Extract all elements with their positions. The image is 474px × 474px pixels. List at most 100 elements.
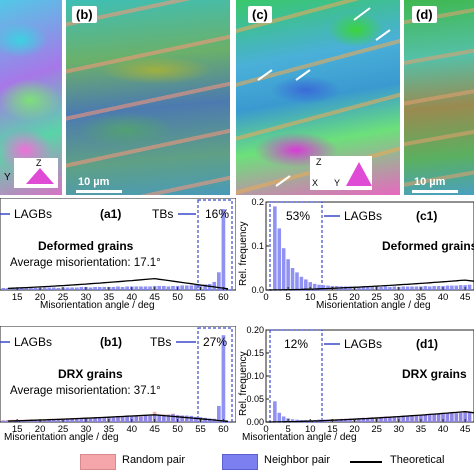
bar-neighbor: [379, 286, 383, 290]
legend-neighbor-swatch: [222, 454, 258, 470]
subtitle: Average misorientation: 17.1°: [10, 257, 161, 269]
x-tick-label: 40: [126, 424, 137, 435]
bar-neighbor: [74, 418, 79, 422]
legend: Random pair Neighbor pair Theoretical: [0, 446, 474, 474]
legend-random-swatch: [80, 454, 116, 470]
bar-neighbor: [180, 285, 184, 290]
ebsd-map-d: (d) 10 µm: [404, 0, 474, 195]
tbs-percent: 16%: [205, 207, 229, 221]
theoretical-curve: [266, 279, 474, 291]
ipf-triangle-c: [346, 162, 372, 186]
bar-neighbor: [273, 401, 277, 422]
bar-neighbor: [143, 415, 148, 422]
bar-neighbor: [102, 286, 107, 290]
title: Deformed grains: [382, 239, 474, 253]
x-tick-label: 15: [327, 292, 338, 303]
bar-neighbor: [56, 419, 61, 422]
map-c-label: (c): [248, 6, 272, 23]
bar-neighbor: [184, 415, 189, 422]
bar-neighbor: [423, 414, 428, 422]
bar-neighbor: [361, 286, 366, 290]
bar-neighbor: [217, 405, 221, 422]
bar-neighbor: [212, 281, 217, 290]
ebsd-map-c: (c) Z X Y: [236, 0, 400, 195]
bar-neighbor: [317, 284, 321, 290]
bar-neighbor: [419, 415, 423, 422]
bar-neighbor: [427, 286, 432, 290]
bar-neighbor: [458, 285, 463, 290]
bar-neighbor: [405, 286, 410, 290]
annotation-arrows-c: [257, 7, 391, 187]
x-tick-label: 35: [104, 424, 115, 435]
bar-neighbor: [414, 286, 419, 290]
lagbs-percent: 53%: [286, 209, 310, 223]
xticks-a1: 15 20 25 30 35 40 45 50 55 60: [12, 287, 229, 303]
plot-c1: 0 5 10 15 20 25 30 35 40 45 0.0 0.1 0.2 Rel. freque…: [238, 198, 474, 310]
xticks-c1: 0 5 10 15 20 25 30 35 40 45: [263, 287, 470, 303]
bar-neighbor: [392, 286, 397, 290]
x-tick-label: 40: [126, 292, 137, 303]
bar-neighbor: [52, 287, 56, 290]
bar-neighbor: [79, 286, 84, 290]
x-tick-label: 20: [35, 424, 46, 435]
x-tick-label: 0: [263, 424, 268, 435]
bar-neighbor: [366, 286, 370, 290]
lagbs-label: LAGBs: [14, 207, 52, 221]
bar-neighbor: [445, 413, 450, 422]
arrow-3: [257, 69, 273, 81]
bar-neighbor: [97, 417, 102, 422]
bar-neighbor: [111, 417, 116, 422]
bar-neighbor: [467, 284, 472, 290]
y-tick-label: 0.10: [246, 371, 264, 381]
lagbs-label: LAGBs: [14, 335, 52, 349]
ipf-triangle-a: [26, 168, 54, 184]
bar-neighbor: [10, 287, 15, 290]
bar-neighbor: [125, 416, 129, 422]
bar-neighbor: [70, 419, 74, 422]
bar-neighbor: [348, 418, 352, 422]
x-tick-label: 55: [195, 292, 206, 303]
title: DRX grains: [402, 367, 467, 381]
y-tick-label: 0.05: [246, 394, 264, 404]
bar-neighbor: [19, 287, 24, 290]
tbs-percent: 27%: [203, 335, 227, 349]
legend-theoretical-line: [350, 461, 382, 463]
bar-neighbor: [166, 286, 171, 290]
bar-neighbor: [74, 287, 79, 290]
bar-neighbor: [366, 417, 370, 422]
bar-neighbor: [180, 415, 184, 422]
bar-neighbor: [134, 416, 139, 422]
yticks-c1: 0.0 0.1 0.2: [251, 198, 269, 295]
plot-b1: 15 20 25 30 35 40 45 50 55 60 LAGBs (b1) TBs 27% …: [0, 326, 236, 442]
x-tick-label: 0: [263, 292, 268, 303]
bar-neighbor: [139, 416, 143, 422]
x-tick-label: 25: [371, 292, 382, 303]
bar-neighbor: [383, 286, 388, 290]
bar-neighbor: [189, 285, 194, 290]
x-axis-label: Misorientation angle / deg: [40, 300, 155, 310]
x-tick-label: 30: [393, 424, 404, 435]
bar-neighbor: [414, 415, 419, 422]
bar-neighbor: [432, 414, 436, 422]
bar-neighbor: [29, 287, 33, 290]
lagbs-label: LAGBs: [344, 337, 382, 351]
bar-neighbor: [361, 417, 366, 422]
bar-neighbor: [116, 286, 120, 290]
bar-neighbor: [321, 285, 326, 290]
title: DRX grains: [58, 367, 123, 381]
bar-neighbor: [194, 284, 198, 290]
bar-neighbor: [410, 415, 414, 422]
axis-z-label-c: Z: [316, 157, 322, 167]
x-tick-label: 25: [58, 292, 69, 303]
bars-d1: [266, 401, 474, 423]
bar-neighbor: [70, 287, 74, 290]
x-tick-label: 15: [12, 292, 23, 303]
bar-neighbor: [312, 283, 317, 290]
subtitle: Average misorientation: 37.1°: [10, 385, 161, 397]
plot-a1: 15 20 25 30 35 40 45 50 55 60 LAGBs (a1) TBs 16% …: [0, 198, 236, 310]
bar-neighbor: [401, 416, 405, 422]
arrow-2: [375, 29, 391, 41]
yticks-d1: 0.00 0.05 0.10 0.15 0.20: [246, 326, 269, 427]
x-tick-label: 45: [460, 424, 471, 435]
axis-x-label-c: X: [312, 178, 319, 188]
